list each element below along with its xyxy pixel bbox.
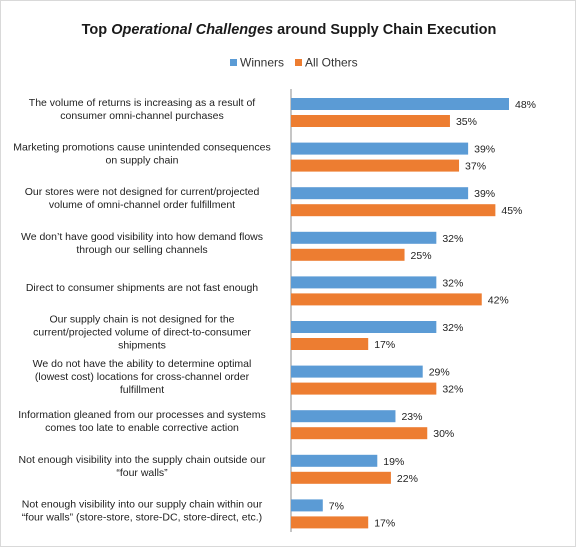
value-label-winners-8: 23%	[401, 411, 422, 423]
value-label-all-others-8: 30%	[433, 428, 454, 440]
value-label-winners-9: 19%	[383, 456, 404, 468]
category-label-8: Information gleaned from our processes a…	[18, 409, 265, 434]
bar-winners-7	[291, 365, 423, 378]
value-label-all-others-5: 42%	[488, 294, 509, 306]
legend-swatch-2	[295, 59, 302, 66]
bar-all-others-3	[291, 204, 496, 217]
bar-winners-3	[291, 187, 469, 200]
value-label-all-others-3: 45%	[501, 205, 522, 217]
bar-winners-2	[291, 142, 469, 155]
value-label-winners-4: 32%	[442, 233, 463, 245]
value-label-winners-10: 7%	[329, 500, 344, 512]
category-label-7: We do not have the ability to determine …	[33, 358, 252, 396]
bar-winners-8	[291, 410, 396, 423]
category-label-5: Direct to consumer shipments are not fas…	[26, 282, 258, 294]
category-label-10: Not enough visibility into our supply ch…	[22, 498, 263, 523]
value-label-all-others-6: 17%	[374, 339, 395, 351]
chart-title: Top Operational Challenges around Supply…	[82, 22, 497, 38]
bar-winners-1	[291, 98, 509, 110]
value-label-all-others-7: 32%	[442, 384, 463, 396]
bar-all-others-1	[291, 115, 450, 127]
bar-all-others-5	[291, 293, 482, 306]
bar-all-others-8	[291, 427, 428, 440]
category-label-1: The volume of returns is increasing as a…	[29, 97, 256, 122]
value-label-winners-3: 39%	[474, 188, 495, 200]
value-label-winners-2: 39%	[474, 144, 495, 156]
bar-all-others-2	[291, 159, 460, 172]
bar-winners-4	[291, 231, 437, 244]
bar-winners-6	[291, 321, 437, 333]
value-label-winners-5: 32%	[442, 277, 463, 289]
legend-swatch-1	[230, 59, 237, 66]
legend-label-2: All Others	[305, 56, 358, 70]
category-label-3: Our stores were not designed for current…	[25, 186, 260, 211]
category-label-4: We don’t have good visibility into how d…	[21, 231, 263, 256]
value-label-all-others-2: 37%	[465, 161, 486, 173]
bar-winners-10	[291, 499, 323, 512]
bar-all-others-7	[291, 382, 437, 395]
bar-winners-9	[291, 454, 378, 467]
bar-winners-5	[291, 276, 437, 289]
value-label-all-others-1: 35%	[456, 116, 477, 128]
value-label-winners-7: 29%	[429, 367, 450, 379]
bar-all-others-6	[291, 338, 369, 350]
value-label-winners-1: 48%	[515, 99, 536, 111]
value-label-all-others-9: 22%	[397, 473, 418, 485]
bar-all-others-10	[291, 516, 369, 529]
category-label-9: Not enough visibility into the supply ch…	[19, 454, 266, 479]
value-label-all-others-4: 25%	[411, 250, 432, 262]
bar-all-others-4	[291, 248, 405, 261]
value-label-all-others-10: 17%	[374, 517, 395, 529]
bar-all-others-9	[291, 471, 391, 484]
category-label-2: Marketing promotions cause unintended co…	[13, 142, 270, 167]
value-label-winners-6: 32%	[442, 322, 463, 334]
category-label-6: Our supply chain is not designed for the…	[33, 314, 251, 352]
legend-label-1: Winners	[240, 56, 284, 70]
